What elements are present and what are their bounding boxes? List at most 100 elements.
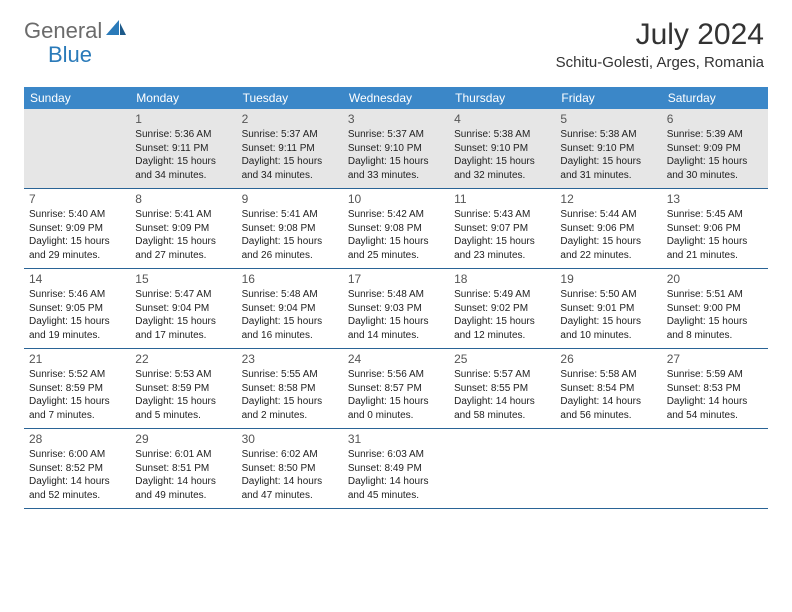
day-number: 27 bbox=[667, 352, 763, 366]
day-cell-empty bbox=[24, 109, 130, 188]
day-number: 6 bbox=[667, 112, 763, 126]
day-number: 14 bbox=[29, 272, 125, 286]
day-number: 18 bbox=[454, 272, 550, 286]
day-number: 21 bbox=[29, 352, 125, 366]
day-cell: 15 Sunrise: 5:47 AMSunset: 9:04 PMDayligh… bbox=[130, 269, 236, 348]
day-cell: 12 Sunrise: 5:44 AMSunset: 9:06 PMDayligh… bbox=[555, 189, 661, 268]
day-number: 16 bbox=[242, 272, 338, 286]
day-cell: 8Sunrise: 5:41 AMSunset: 9:09 PMDaylight… bbox=[130, 189, 236, 268]
day-info: Sunrise: 5:47 AMSunset: 9:04 PMDaylight:… bbox=[135, 288, 231, 342]
day-cell-empty bbox=[449, 429, 555, 508]
day-cell: 14Sunrise: 5:46 AMSunset: 9:05 PMDayligh… bbox=[24, 269, 130, 348]
calendar-week: 28 Sunrise: 6:00 AMSunset: 8:52 PMDayligh… bbox=[24, 429, 768, 509]
day-info: Sunrise: 6:01 AMSunset: 8:51 PMDaylight:… bbox=[135, 448, 231, 502]
day-header: Monday bbox=[130, 87, 236, 109]
day-cell: 5Sunrise: 5:38 AMSunset: 9:10 PMDaylight… bbox=[555, 109, 661, 188]
logo: General Blue bbox=[24, 18, 128, 44]
page-header: General Blue July 2024 Schitu-Golesti, A… bbox=[0, 0, 792, 79]
day-cell: 26 Sunrise: 5:58 AMSunset: 8:54 PMDayligh… bbox=[555, 349, 661, 428]
day-cell: 4 Sunrise: 5:38 AMSunset: 9:10 PMDaylight… bbox=[449, 109, 555, 188]
calendar-week: 1 Sunrise: 5:36 AMSunset: 9:11 PMDaylight… bbox=[24, 109, 768, 189]
day-cell: 23 Sunrise: 5:55 AMSunset: 8:58 PMDayligh… bbox=[237, 349, 343, 428]
day-info: Sunrise: 5:38 AMSunset: 9:10 PMDaylight:… bbox=[454, 128, 550, 182]
day-cell-empty bbox=[662, 429, 768, 508]
day-number: 19 bbox=[560, 272, 656, 286]
day-cell: 13 Sunrise: 5:45 AMSunset: 9:06 PMDayligh… bbox=[662, 189, 768, 268]
day-number: 17 bbox=[348, 272, 444, 286]
day-headers-row: SundayMondayTuesdayWednesdayThursdayFrid… bbox=[24, 87, 768, 109]
calendar-weeks: 1 Sunrise: 5:36 AMSunset: 9:11 PMDaylight… bbox=[24, 109, 768, 509]
day-header: Thursday bbox=[449, 87, 555, 109]
day-info: Sunrise: 5:52 AMSunset: 8:59 PMDaylight:… bbox=[29, 368, 125, 422]
day-cell: 31 Sunrise: 6:03 AMSunset: 8:49 PMDayligh… bbox=[343, 429, 449, 508]
day-number: 3 bbox=[348, 112, 444, 126]
day-number: 31 bbox=[348, 432, 444, 446]
day-info: Sunrise: 6:03 AMSunset: 8:49 PMDaylight:… bbox=[348, 448, 444, 502]
day-info: Sunrise: 5:48 AMSunset: 9:04 PMDaylight:… bbox=[242, 288, 338, 342]
day-info: Sunrise: 5:37 AMSunset: 9:10 PMDaylight:… bbox=[348, 128, 444, 182]
day-cell: 24Sunrise: 5:56 AMSunset: 8:57 PMDayligh… bbox=[343, 349, 449, 428]
day-number: 26 bbox=[560, 352, 656, 366]
day-number: 30 bbox=[242, 432, 338, 446]
logo-text-general: General bbox=[24, 18, 102, 44]
day-number: 5 bbox=[560, 112, 656, 126]
day-info: Sunrise: 5:43 AMSunset: 9:07 PMDaylight:… bbox=[454, 208, 550, 262]
day-number: 1 bbox=[135, 112, 231, 126]
day-cell: 21 Sunrise: 5:52 AMSunset: 8:59 PMDayligh… bbox=[24, 349, 130, 428]
day-info: Sunrise: 5:56 AMSunset: 8:57 PMDaylight:… bbox=[348, 368, 444, 422]
day-number: 22 bbox=[135, 352, 231, 366]
day-number: 13 bbox=[667, 192, 763, 206]
day-info: Sunrise: 5:41 AMSunset: 9:08 PMDaylight:… bbox=[242, 208, 338, 262]
day-cell: 18 Sunrise: 5:49 AMSunset: 9:02 PMDayligh… bbox=[449, 269, 555, 348]
calendar-week: 14Sunrise: 5:46 AMSunset: 9:05 PMDayligh… bbox=[24, 269, 768, 349]
day-cell: 30 Sunrise: 6:02 AMSunset: 8:50 PMDayligh… bbox=[237, 429, 343, 508]
day-info: Sunrise: 5:48 AMSunset: 9:03 PMDaylight:… bbox=[348, 288, 444, 342]
calendar-week: 21 Sunrise: 5:52 AMSunset: 8:59 PMDayligh… bbox=[24, 349, 768, 429]
day-header: Saturday bbox=[662, 87, 768, 109]
day-info: Sunrise: 5:45 AMSunset: 9:06 PMDaylight:… bbox=[667, 208, 763, 262]
day-info: Sunrise: 5:50 AMSunset: 9:01 PMDaylight:… bbox=[560, 288, 656, 342]
day-number: 28 bbox=[29, 432, 125, 446]
day-number: 9 bbox=[242, 192, 338, 206]
day-number: 23 bbox=[242, 352, 338, 366]
logo-text-blue: Blue bbox=[48, 42, 92, 68]
day-header: Wednesday bbox=[343, 87, 449, 109]
day-number: 11 bbox=[454, 192, 550, 206]
day-info: Sunrise: 6:00 AMSunset: 8:52 PMDaylight:… bbox=[29, 448, 125, 502]
day-cell-empty bbox=[555, 429, 661, 508]
day-cell: 16 Sunrise: 5:48 AMSunset: 9:04 PMDayligh… bbox=[237, 269, 343, 348]
day-info: Sunrise: 5:41 AMSunset: 9:09 PMDaylight:… bbox=[135, 208, 231, 262]
title-block: July 2024 Schitu-Golesti, Arges, Romania bbox=[556, 18, 764, 71]
logo-sail-icon bbox=[106, 20, 126, 43]
day-cell: 20 Sunrise: 5:51 AMSunset: 9:00 PMDayligh… bbox=[662, 269, 768, 348]
day-number: 2 bbox=[242, 112, 338, 126]
day-info: Sunrise: 5:53 AMSunset: 8:59 PMDaylight:… bbox=[135, 368, 231, 422]
day-info: Sunrise: 5:44 AMSunset: 9:06 PMDaylight:… bbox=[560, 208, 656, 262]
day-number: 7 bbox=[29, 192, 125, 206]
day-header: Friday bbox=[555, 87, 661, 109]
day-info: Sunrise: 6:02 AMSunset: 8:50 PMDaylight:… bbox=[242, 448, 338, 502]
day-number: 4 bbox=[454, 112, 550, 126]
day-cell: 2Sunrise: 5:37 AMSunset: 9:11 PMDaylight… bbox=[237, 109, 343, 188]
day-cell: 11 Sunrise: 5:43 AMSunset: 9:07 PMDayligh… bbox=[449, 189, 555, 268]
day-info: Sunrise: 5:51 AMSunset: 9:00 PMDaylight:… bbox=[667, 288, 763, 342]
day-cell: 19 Sunrise: 5:50 AMSunset: 9:01 PMDayligh… bbox=[555, 269, 661, 348]
title-location: Schitu-Golesti, Arges, Romania bbox=[556, 54, 764, 71]
day-number: 20 bbox=[667, 272, 763, 286]
day-number: 12 bbox=[560, 192, 656, 206]
day-cell: 6 Sunrise: 5:39 AMSunset: 9:09 PMDaylight… bbox=[662, 109, 768, 188]
day-number: 15 bbox=[135, 272, 231, 286]
day-info: Sunrise: 5:39 AMSunset: 9:09 PMDaylight:… bbox=[667, 128, 763, 182]
day-info: Sunrise: 5:36 AMSunset: 9:11 PMDaylight:… bbox=[135, 128, 231, 182]
title-month: July 2024 bbox=[556, 18, 764, 52]
day-number: 10 bbox=[348, 192, 444, 206]
day-cell: 10 Sunrise: 5:42 AMSunset: 9:08 PMDayligh… bbox=[343, 189, 449, 268]
day-number: 29 bbox=[135, 432, 231, 446]
day-info: Sunrise: 5:42 AMSunset: 9:08 PMDaylight:… bbox=[348, 208, 444, 262]
day-info: Sunrise: 5:49 AMSunset: 9:02 PMDaylight:… bbox=[454, 288, 550, 342]
day-info: Sunrise: 5:55 AMSunset: 8:58 PMDaylight:… bbox=[242, 368, 338, 422]
calendar: SundayMondayTuesdayWednesdayThursdayFrid… bbox=[24, 87, 768, 509]
day-cell: 7Sunrise: 5:40 AMSunset: 9:09 PMDaylight… bbox=[24, 189, 130, 268]
day-info: Sunrise: 5:58 AMSunset: 8:54 PMDaylight:… bbox=[560, 368, 656, 422]
day-cell: 17 Sunrise: 5:48 AMSunset: 9:03 PMDayligh… bbox=[343, 269, 449, 348]
